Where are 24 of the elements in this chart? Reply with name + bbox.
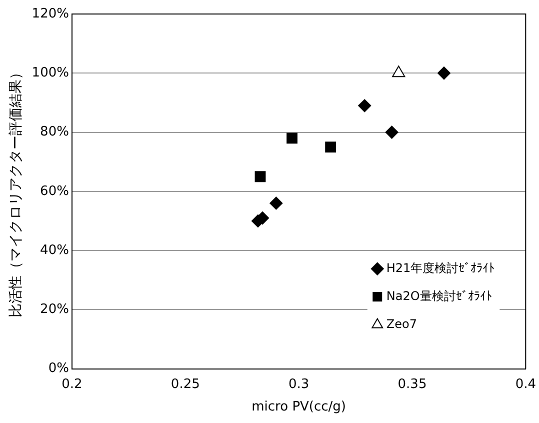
y-tick-label: 40%: [40, 242, 69, 258]
x-tick-label: 0.25: [170, 376, 200, 392]
y-tick-label: 60%: [40, 184, 69, 199]
x-tick-label: 0.4: [515, 376, 536, 392]
y-tick-label: 120%: [32, 6, 69, 22]
point: [286, 132, 298, 144]
x-tick-label: 0.3: [288, 376, 310, 392]
legend-label: H21年度検討ｾﾞｵﾗｲﾄ: [386, 260, 495, 275]
legend-label: Na2O量検討ｾﾞｵﾗｲﾄ: [386, 288, 492, 303]
x-tick-label: 0.35: [398, 376, 427, 392]
y-tick-label: 0%: [48, 361, 69, 376]
point: [254, 171, 266, 182]
point: [358, 99, 372, 112]
point: [385, 126, 398, 139]
y-tick-label: 80%: [40, 124, 69, 140]
point: [325, 142, 336, 152]
y-axis-title: 比活性（マイクロリアクター評価結果）: [8, 65, 24, 318]
x-axis-title: micro PV(cc/g): [252, 400, 346, 415]
point: [438, 66, 450, 80]
x-tick-label: 0.2: [62, 376, 82, 392]
legend-label: Zeo7: [386, 316, 417, 331]
y-tick-label: 20%: [40, 302, 69, 318]
point: [270, 196, 283, 210]
y-tick-label: 100%: [32, 66, 69, 81]
